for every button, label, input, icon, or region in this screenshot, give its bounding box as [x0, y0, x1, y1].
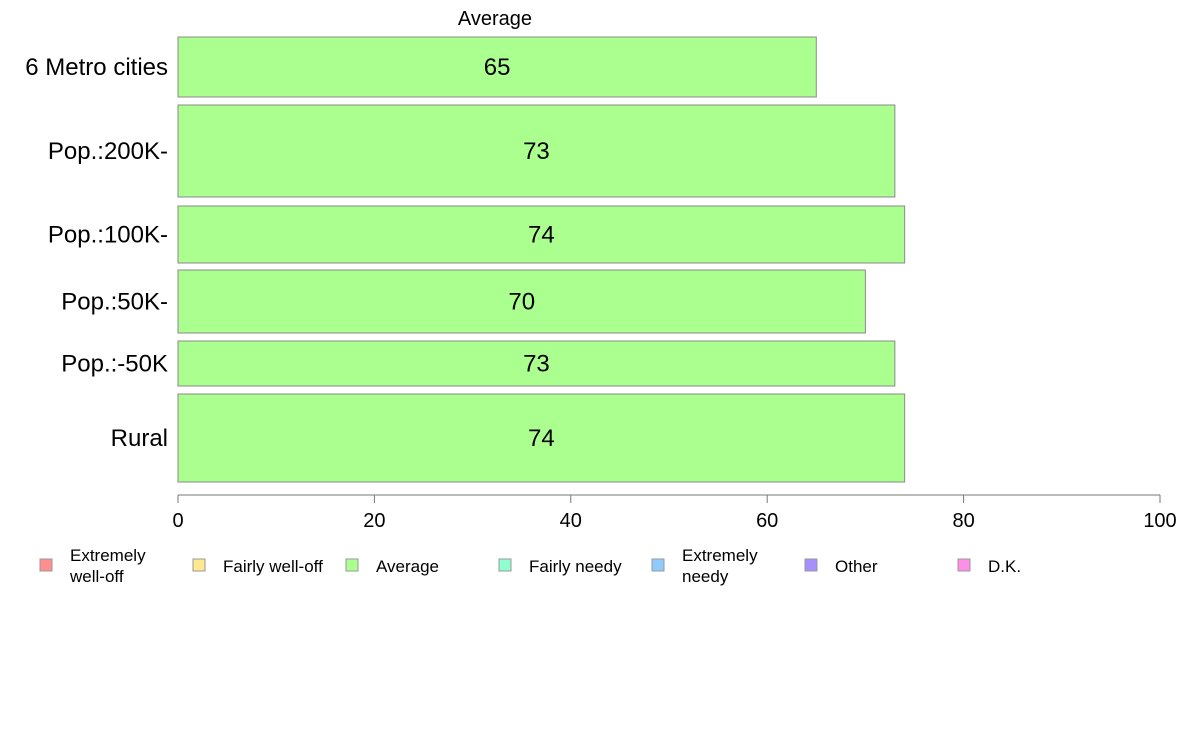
legend-item: Extremely well-off	[39, 546, 146, 586]
legend-item: Other	[804, 557, 878, 576]
category-label: Pop.:100K-	[48, 222, 168, 249]
legend-label: Other	[835, 557, 878, 576]
x-tick-label: 0	[172, 510, 183, 532]
legend-label: well-off	[69, 567, 124, 586]
bar	[177, 269, 866, 334]
legend-swatch	[651, 558, 665, 572]
x-tick-label: 80	[952, 510, 974, 532]
legend-label: Extremely	[70, 546, 146, 565]
x-tick-label: 60	[756, 510, 778, 532]
legend-item: D.K.	[957, 557, 1021, 576]
category-label: Rural	[111, 425, 168, 452]
bar	[177, 205, 906, 264]
legend-swatch	[345, 558, 359, 572]
legend-swatch	[804, 558, 818, 572]
legend-label: Fairly needy	[529, 557, 622, 576]
category-label: Pop.:50K-	[61, 289, 168, 316]
legend-label: needy	[682, 567, 729, 586]
bar-value-label: 70	[508, 289, 535, 316]
category-label: Pop.:-50K	[61, 351, 168, 378]
x-axis: 0 20 40 60 80 100	[172, 494, 1177, 532]
bar	[177, 36, 817, 98]
bar	[177, 340, 896, 387]
bar-value-label: 74	[528, 222, 555, 249]
bar	[177, 393, 906, 483]
legend-item: Fairly needy	[498, 557, 622, 576]
legend-item: Fairly well-off	[192, 557, 323, 576]
category-label: Pop.:200K-	[48, 138, 168, 165]
legend-swatch	[192, 558, 206, 572]
legend-item: Average	[345, 557, 439, 576]
x-tick-label: 40	[560, 510, 582, 532]
chart-title: Average	[458, 8, 532, 30]
bar-value-label: 73	[523, 138, 550, 165]
legend-label: D.K.	[988, 557, 1021, 576]
bar-value-label: 73	[523, 351, 550, 378]
category-label: 6 Metro cities	[25, 54, 168, 81]
legend-item: Extremely needy	[651, 546, 758, 586]
legend-label: Fairly well-off	[223, 557, 323, 576]
legend-swatch	[498, 558, 512, 572]
bar-value-label: 65	[484, 54, 511, 81]
bar	[177, 104, 896, 198]
legend-swatch	[39, 558, 53, 572]
legend-label: Average	[376, 557, 439, 576]
bars-group: 65 6 Metro cities 73 Pop.:200K- 74 Pop.:100K-…	[25, 36, 906, 483]
x-tick-label: 20	[363, 510, 385, 532]
legend-label: Extremely	[682, 546, 758, 565]
bar-value-label: 74	[528, 425, 555, 452]
legend: Extremely well-off Fairly well-off Average F…	[39, 546, 1021, 586]
x-tick-label: 100	[1143, 510, 1176, 532]
legend-swatch	[957, 558, 971, 572]
